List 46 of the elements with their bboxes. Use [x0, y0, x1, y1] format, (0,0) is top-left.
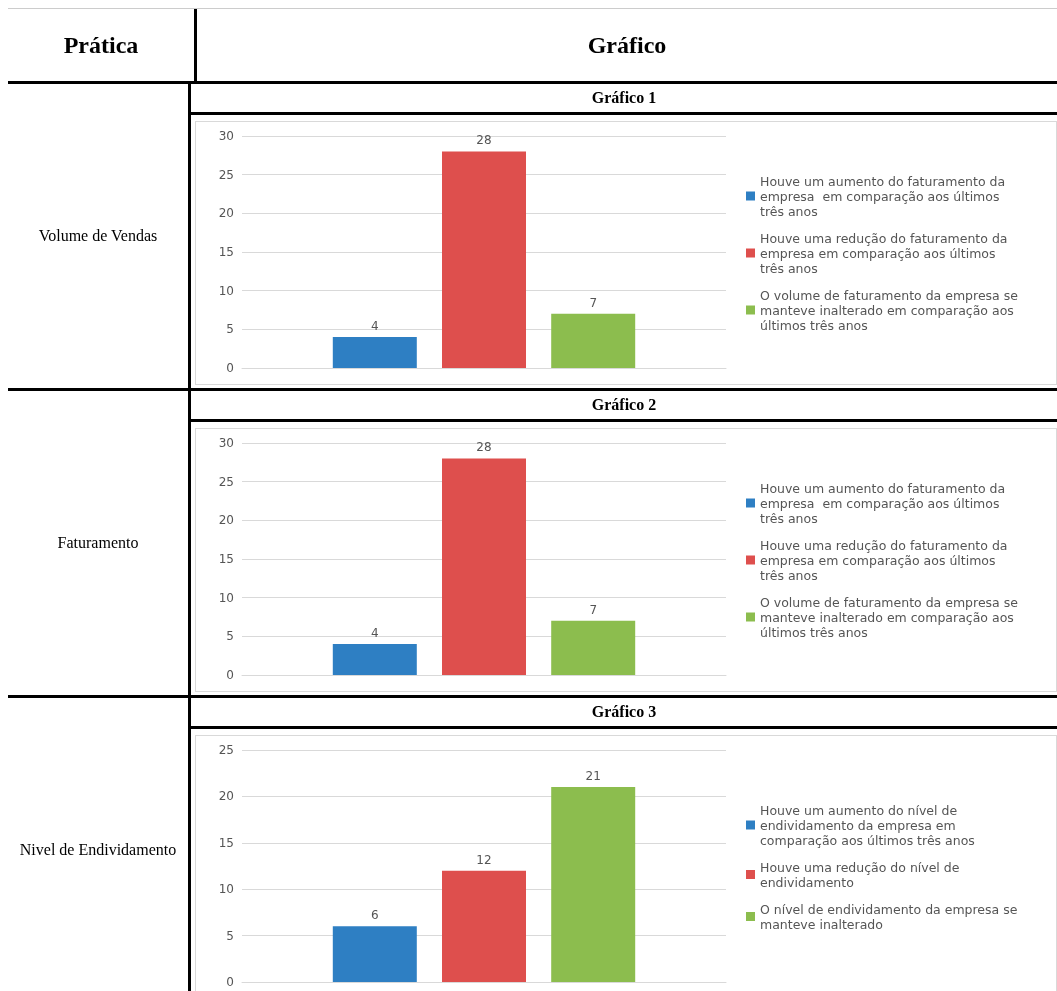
legend-label: Houve uma redução do faturamento da empresa em comparação aos últimos três anos: [760, 537, 1012, 583]
data-label: 28: [476, 133, 492, 148]
text: Volume de Vendas: [8, 84, 191, 388]
data-label: 7: [589, 295, 598, 310]
legend-label: Houve uma redução do nível de endividamento: [760, 859, 964, 890]
y-tick-label: 20: [218, 789, 234, 804]
y-tick-label: 0: [226, 975, 234, 989]
y-tick-label: 10: [218, 283, 234, 298]
y-tick-label: 5: [226, 629, 234, 644]
y-tick-label: 0: [226, 361, 234, 375]
y-tick-label: 5: [226, 322, 234, 337]
chart-title: Gráfico 2: [191, 391, 1057, 422]
text: Nivel de Endividamento: [8, 698, 191, 991]
legend-label: Houve um aumento do faturamento da empresa em comparação aos últimos três anos: [760, 173, 1010, 219]
y-tick-label: 15: [218, 245, 234, 259]
y-tick-label: 5: [226, 928, 234, 943]
data-label: 4: [370, 319, 379, 334]
text: Gráfico: [586, 30, 668, 60]
y-tick-label: 25: [218, 474, 234, 489]
data-label: 28: [476, 440, 492, 455]
chart-title: Gráfico 3: [191, 698, 1057, 729]
y-tick-label: 15: [218, 552, 234, 566]
data-label: 7: [589, 602, 598, 617]
y-tick-label: 30: [218, 436, 234, 450]
data-label: 12: [476, 852, 492, 867]
legend-label: Houve uma redução do faturamento da empresa em comparação aos últimos três anos: [760, 230, 1012, 276]
data-label: 4: [370, 626, 379, 641]
y-tick-label: 20: [218, 206, 234, 221]
y-tick-label: 0: [226, 668, 234, 682]
data-label: 6: [370, 908, 379, 923]
y-tick-label: 15: [218, 835, 234, 850]
y-tick-label: 30: [218, 129, 234, 143]
y-tick-label: 10: [218, 590, 234, 605]
legend-label: O volume de faturamento da empresa se manteve inalterado em comparação aos últimos três anos: [760, 287, 1022, 333]
y-tick-label: 10: [218, 882, 234, 897]
y-tick-label: 25: [218, 743, 234, 757]
legend-label: Houve um aumento do faturamento da empresa em comparação aos últimos três anos: [760, 480, 1010, 526]
text: Faturamento: [8, 391, 191, 695]
data-label: 21: [585, 769, 601, 784]
legend-label: O nível de endividamento da empresa se manteve inalterado: [760, 901, 1022, 932]
y-tick-label: 25: [218, 167, 234, 182]
y-tick-label: 20: [218, 513, 234, 528]
chart-title: Gráfico 1: [191, 84, 1057, 115]
legend-label: Houve um aumento do nível de endividamento da empresa em comparação aos últimos três anos: [760, 802, 975, 848]
text: Prática: [8, 9, 197, 81]
legend-label: O volume de faturamento da empresa se manteve inalterado em comparação aos últimos três anos: [760, 594, 1022, 640]
